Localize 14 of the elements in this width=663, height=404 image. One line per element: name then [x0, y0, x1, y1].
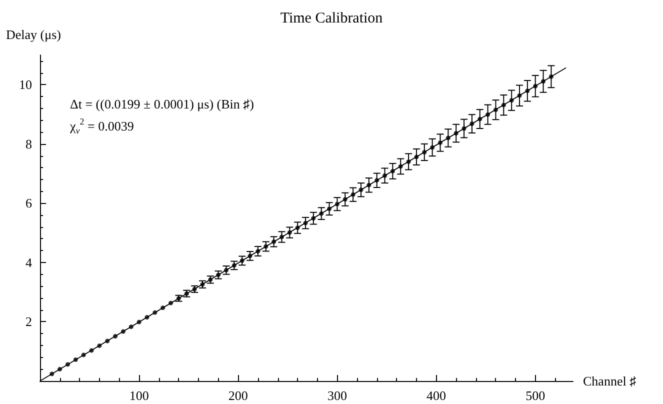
x-tick-label: 200 [228, 388, 248, 403]
y-tick-label: 2 [26, 314, 32, 330]
x-tick-label: 500 [526, 388, 546, 403]
y-tick-label: 8 [26, 136, 32, 152]
y-tick-label: 10 [19, 77, 32, 92]
x-tick-label: 100 [129, 388, 149, 403]
y-axis-title: Delay (μs) [6, 27, 61, 42]
x-tick-label: 400 [426, 388, 446, 403]
x-axis-title: Channel ♯ [583, 374, 637, 388]
y-tick-label: 4 [26, 254, 32, 270]
annotation: Δt = ((0.0199 ± 0.0001) μs) (Bin ♯) [70, 96, 254, 112]
y-tick-label: 6 [26, 196, 32, 211]
chart-title: Time Calibration [280, 10, 384, 26]
x-tick-label: 300 [327, 388, 347, 403]
